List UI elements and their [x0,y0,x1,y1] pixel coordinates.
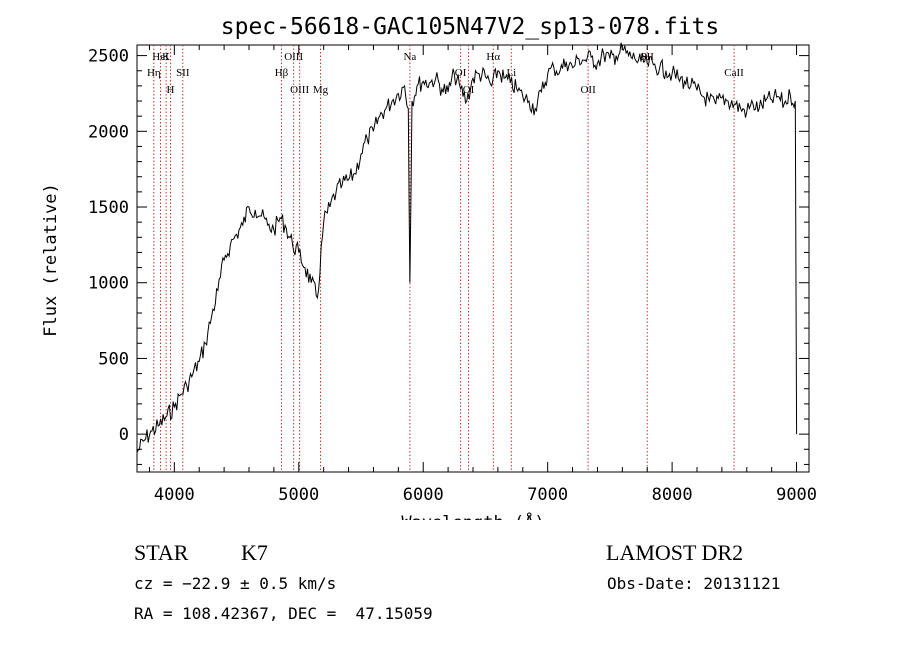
plot-frame [136,44,810,473]
emission-line-label-0: HeI [152,51,169,63]
emission-line-label-6: OIII [284,51,303,63]
emission-line-label-4: SII [176,67,190,79]
emission-line-label-2: H [166,84,174,96]
x-tick-label-3: 7000 [527,485,568,505]
emission-line-label-12: Hα [486,51,500,63]
y-tick-label-1: 500 [98,349,129,369]
observation-date: Obs-Date: 20131121 [607,574,781,593]
y-axis-ticks: 0 500 1000 1500 2000 2500 [88,47,809,465]
y-axis-label: Flux (relative) [41,183,61,337]
x-axis-label: Wavelength (Å) [401,511,544,520]
y-tick-label-0: 0 [119,425,129,445]
y-tick-label-3: 1500 [88,198,129,218]
survey-name: LAMOST DR2 [606,540,744,565]
emission-line-label-13: Li [506,67,516,79]
emission-line-label-3: K [162,51,170,63]
emission-line-label-5: OIII [290,84,309,96]
emission-line-label-8: Mg [313,84,329,96]
x-tick-label-1: 5000 [278,485,319,505]
chart-title: spec-56618-GAC105N47V2_sp13-078.fits [221,14,720,40]
ra-dec-coordinates: RA = 108.42367, DEC = 47.15059 [134,604,433,623]
x-axis-ticks: 4000 5000 6000 7000 8000 9000 [148,45,817,505]
redshift-cz: cz = −22.9 ± 0.5 km/s [134,574,337,593]
x-tick-label-0: 4000 [154,485,195,505]
x-tick-label-4: 8000 [652,485,693,505]
emission-line-label-14: OII [580,84,596,96]
x-tick-label-2: 6000 [403,485,444,505]
spectrum-chart: spec-56618-GAC105N47V2_sp13-078.fits HeI… [41,14,817,520]
emission-line-label-10: OI [455,67,467,79]
emission-line-label-9: Na [403,51,416,63]
y-tick-label-2: 1000 [88,274,129,294]
object-type: STAR [134,540,189,565]
emission-line-markers [153,45,735,472]
y-tick-label-5: 2500 [88,47,129,67]
emission-line-label-1: Hη [147,67,161,79]
object-subclass: K7 [241,540,268,565]
y-tick-label-4: 2000 [88,122,129,142]
emission-line-label-11: OI [463,84,475,96]
emission-line-label-7: Hβ [275,67,289,79]
flux-series-line [136,42,798,453]
emission-line-label-16: CaII [724,67,744,79]
emission-line-labels: HeIHηHKSIIOIIIOIIIHβMgNaOIOIHαLiOIISIICa… [147,51,744,96]
x-tick-label-5: 9000 [776,485,817,505]
emission-line-label-15: SII [640,51,654,63]
